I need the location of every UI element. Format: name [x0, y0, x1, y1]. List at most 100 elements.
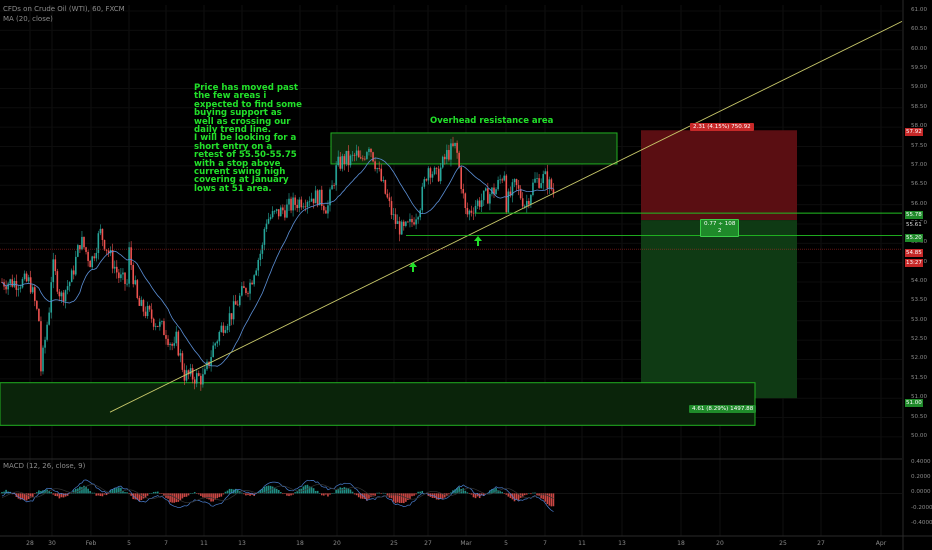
candle-body — [304, 206, 307, 208]
price-tick-label: 58.00 — [911, 123, 928, 130]
macd-histogram-bar — [437, 493, 440, 500]
candle-body — [503, 175, 506, 181]
buy-arrow-icon — [409, 262, 417, 272]
candle-body — [185, 370, 188, 381]
candle-body — [454, 142, 456, 147]
candle-body — [446, 150, 448, 160]
candle-body — [392, 214, 395, 216]
macd-histogram-bar — [1, 492, 3, 494]
macd-tick-label: 0.0000 — [911, 489, 931, 496]
candle-body — [388, 197, 391, 202]
time-tick-label: 25 — [390, 540, 398, 547]
candle-body — [116, 266, 118, 273]
macd-histogram-bar — [189, 493, 192, 494]
macd-histogram-bar — [118, 487, 120, 494]
candle-body — [175, 331, 178, 344]
target-info-label[interactable]: 4.61 (8.29%) 1497.88 — [689, 405, 757, 413]
candle-body — [497, 179, 499, 190]
macd-histogram-bar — [91, 492, 93, 494]
macd-histogram-bar — [3, 491, 5, 494]
macd-histogram-bar — [177, 493, 180, 502]
macd-histogram-bar — [187, 493, 190, 496]
macd-tick-label: -0.4000 — [911, 519, 932, 526]
candle-body — [126, 283, 128, 285]
macd-histogram-bar — [241, 492, 243, 494]
candle-body — [208, 361, 210, 366]
ma-indicator-label[interactable]: MA (20, close) — [3, 15, 53, 23]
macd-histogram-bar — [70, 492, 73, 494]
candle-body — [200, 375, 202, 385]
macd-histogram-bar — [97, 493, 100, 496]
macd-histogram-bar — [249, 493, 251, 496]
price-tick-label: 59.00 — [911, 84, 928, 91]
macd-histogram-bar — [472, 493, 475, 498]
price-tick-label: 58.50 — [911, 103, 928, 110]
candle-body — [257, 259, 260, 271]
candle-body — [390, 201, 393, 215]
macd-histogram-bar — [466, 492, 469, 494]
candle-body — [189, 368, 192, 375]
candle-body — [271, 211, 274, 218]
macd-histogram-bar — [29, 493, 32, 498]
candle-body — [60, 292, 63, 297]
macd-tick-label: 0.2000 — [911, 474, 931, 481]
macd-histogram-bar — [439, 493, 442, 499]
candle-body — [134, 280, 137, 285]
risk-reward-label[interactable]: 0.77 ÷ 108 2 — [700, 219, 740, 237]
candle-body — [177, 331, 180, 356]
macd-histogram-bar — [513, 493, 516, 502]
macd-histogram-bar — [54, 493, 57, 496]
candle-body — [277, 209, 280, 217]
trend-line — [109, 21, 903, 413]
macd-histogram-bar — [532, 492, 534, 494]
macd-histogram-bar — [521, 493, 524, 498]
macd-histogram-bar — [222, 493, 225, 495]
candle-body — [9, 279, 11, 284]
macd-histogram-bar — [21, 493, 24, 500]
price-tick-label: 56.50 — [911, 181, 928, 188]
candle-body — [206, 361, 208, 370]
candle-body — [150, 309, 153, 319]
candle-body — [72, 270, 75, 275]
candle-body — [265, 223, 268, 230]
candle-body — [368, 148, 370, 153]
macd-tick-label: 0.4000 — [911, 459, 931, 465]
candle-body — [526, 201, 528, 206]
candle-body — [335, 165, 337, 186]
macd-histogram-bar — [34, 493, 36, 494]
candle-body — [77, 245, 79, 257]
price-tick-label: 56.00 — [911, 200, 928, 207]
candle-body — [329, 189, 331, 206]
time-tick-label: 11 — [578, 540, 586, 547]
macd-histogram-bar — [359, 493, 362, 499]
candle-body — [333, 185, 335, 186]
macd-histogram-bar — [308, 486, 311, 494]
candle-body — [398, 221, 401, 235]
candle-body — [263, 229, 266, 245]
macd-indicator-label[interactable]: MACD (12, 26, close, 9) — [3, 462, 86, 470]
candle-body — [534, 178, 536, 183]
candle-body — [517, 185, 520, 189]
candle-body — [27, 277, 30, 282]
candle-body — [79, 245, 81, 250]
stop-info-label[interactable]: 2.31 (4.15%) 750.92 — [690, 123, 754, 131]
macd-histogram-bar — [417, 491, 419, 494]
candle-body — [374, 161, 376, 170]
macd-histogram-bar — [263, 486, 266, 494]
candle-body — [64, 290, 67, 302]
candle-body — [161, 321, 163, 322]
candle-body — [113, 266, 116, 269]
target-price-tag: 51.00 — [905, 399, 923, 407]
macd-histogram-bar — [173, 493, 175, 503]
macd-histogram-bar — [95, 493, 98, 496]
candle-body — [540, 183, 542, 188]
time-tick-label: Mar — [460, 540, 472, 547]
candle-body — [355, 150, 358, 156]
candle-body — [191, 368, 194, 380]
macd-histogram-bar — [68, 493, 71, 494]
macd-histogram-bar — [157, 491, 159, 494]
candle-body — [286, 204, 288, 218]
macd-histogram-bar — [454, 489, 456, 494]
time-tick-label: 13 — [238, 540, 246, 547]
